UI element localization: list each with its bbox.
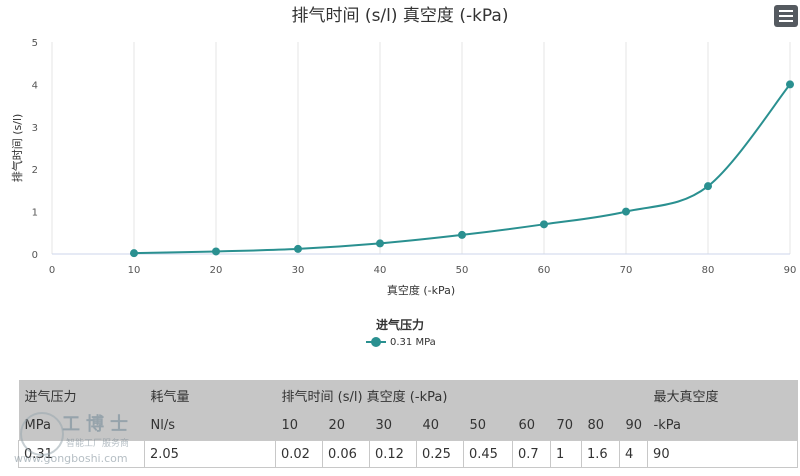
legend-swatch: [366, 337, 386, 347]
unit-level: 10: [275, 410, 323, 441]
data-point[interactable]: [458, 230, 466, 239]
unit-level: 80: [581, 410, 620, 441]
unit-level: 30: [369, 410, 417, 441]
table-header-row: 进气压力 耗气量 排气时间 (s/l) 真空度 (-kPa) 最大真空度: [18, 380, 798, 410]
legend-label: 0.31 MPa: [390, 336, 436, 348]
y-tick-label: 5: [32, 38, 38, 49]
x-tick-label: 30: [292, 265, 305, 276]
cell-max: 90: [647, 440, 798, 468]
x-tick-label: 80: [702, 265, 715, 276]
chart-title: 排气时间 (s/l) 真空度 (-kPa): [292, 6, 509, 26]
x-tick-label: 90: [784, 265, 797, 276]
y-tick-label: 4: [32, 80, 38, 91]
cell-value: 1: [550, 440, 582, 468]
header-pressure: 进气压力: [18, 380, 145, 410]
data-point[interactable]: [130, 249, 138, 258]
cell-value: 0.12: [369, 440, 417, 468]
y-tick-label: 1: [32, 208, 38, 219]
cell-value: 0.06: [322, 440, 370, 468]
header-max: 最大真空度: [647, 380, 798, 410]
x-tick-label: 20: [210, 265, 223, 276]
table-row: 0.31 2.05 0.02 0.06 0.12 0.25 0.45 0.7 1…: [18, 440, 798, 468]
cell-value: 0.7: [512, 440, 551, 468]
data-point[interactable]: [786, 80, 794, 89]
spec-table: 进气压力 耗气量 排气时间 (s/l) 真空度 (-kPa) 最大真空度 MPa…: [18, 380, 798, 468]
data-point[interactable]: [704, 182, 712, 191]
unit-level: 70: [550, 410, 582, 441]
legend-title: 进气压力: [375, 318, 424, 332]
legend-item-0.31mpa[interactable]: 0.31 MPa: [366, 334, 436, 350]
unit-level: 60: [512, 410, 551, 441]
data-point[interactable]: [294, 244, 302, 253]
header-consumption: 耗气量: [144, 380, 276, 410]
x-tick-label: 60: [538, 265, 551, 276]
menu-bar: [779, 15, 793, 17]
series-layer: [130, 80, 794, 258]
data-point[interactable]: [540, 220, 548, 229]
cell-value: 0.25: [416, 440, 464, 468]
axes: 0 10 20 30 40 50 60 70 80 90 0 1 2 3 4 5: [32, 38, 797, 276]
menu-bar: [779, 20, 793, 22]
menu-bar: [779, 10, 793, 12]
x-tick-label: 10: [128, 265, 141, 276]
unit-level: 50: [463, 410, 513, 441]
unit-pressure: MPa: [18, 410, 145, 441]
table-unit-row: MPa Nl/s 10 20 30 40 50 60 70 80 90 -kPa: [18, 410, 798, 441]
data-point[interactable]: [376, 239, 384, 248]
cell-value: 0.02: [275, 440, 323, 468]
cell-value: 4: [618, 440, 649, 468]
cell-value: 1.6: [581, 440, 620, 468]
data-point[interactable]: [622, 207, 630, 216]
unit-level: 40: [416, 410, 464, 441]
x-tick-label: 0: [49, 265, 55, 276]
grid-lines: [51, 42, 791, 254]
data-point[interactable]: [212, 247, 220, 256]
header-exhaust: 排气时间 (s/l) 真空度 (-kPa): [275, 380, 648, 410]
x-axis-title: 真空度 (-kPa): [387, 283, 455, 297]
cell-consumption: 2.05: [144, 440, 276, 468]
y-tick-label: 0: [32, 250, 38, 261]
unit-max: -kPa: [647, 410, 798, 441]
unit-level: 20: [322, 410, 370, 441]
x-tick-label: 40: [374, 265, 387, 276]
chart-menu-button[interactable]: [774, 5, 798, 27]
y-axis-title: 排气时间 (s/l): [10, 114, 24, 183]
cell-value: 0.45: [463, 440, 513, 468]
x-tick-label: 70: [620, 265, 633, 276]
unit-level: 90: [619, 410, 648, 441]
unit-consumption: Nl/s: [144, 410, 276, 441]
y-tick-label: 2: [32, 165, 38, 176]
x-tick-label: 50: [456, 265, 469, 276]
y-tick-label: 3: [32, 123, 38, 134]
cell-pressure: 0.31: [18, 440, 145, 468]
